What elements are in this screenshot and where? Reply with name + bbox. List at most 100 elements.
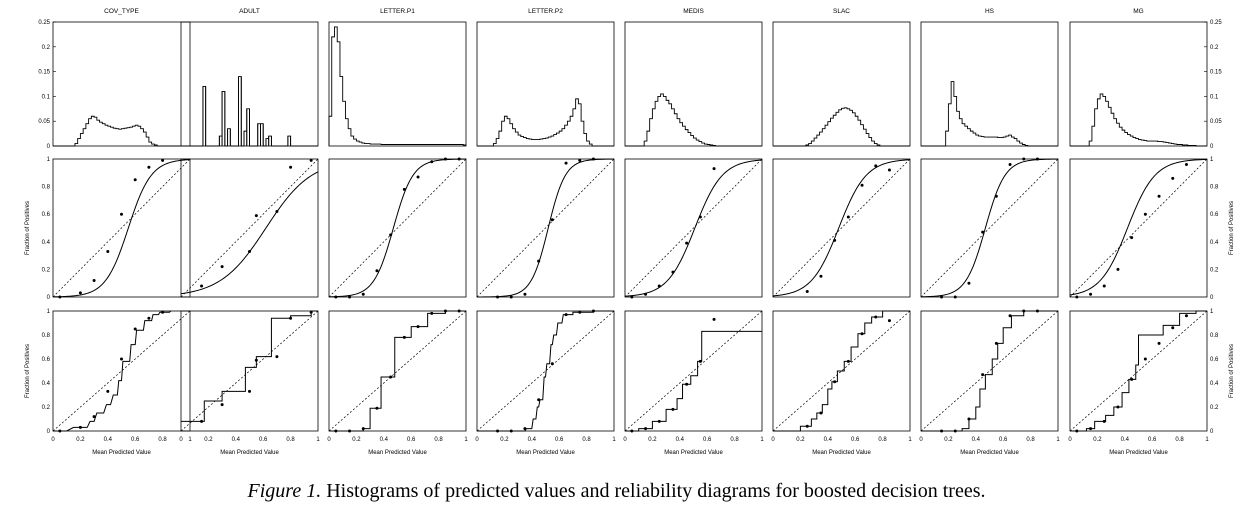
data-point — [1143, 357, 1147, 361]
x-tick-label: 0.6 — [131, 437, 140, 443]
diagonal-line — [624, 310, 763, 432]
data-point — [1143, 212, 1147, 216]
data-point — [940, 295, 944, 299]
data-point — [1089, 292, 1093, 296]
data-point — [200, 284, 204, 288]
data-point — [805, 289, 809, 293]
reliability-sigmoid: 0 0.2 0.4 0.6 0.8 1 Fraction of Positives — [1069, 157, 1233, 301]
x-tick-label: 0.6 — [999, 437, 1008, 443]
y-tick-label: 0.2 — [42, 267, 51, 273]
data-point — [833, 238, 837, 242]
x-tick-label: 0 — [179, 437, 183, 443]
caption-label: Figure 1. — [247, 480, 322, 502]
y-tick-label: 0.25 — [1210, 20, 1222, 26]
data-point — [133, 178, 137, 182]
data-point — [698, 359, 702, 363]
plot-frame — [180, 310, 319, 432]
data-point — [443, 309, 447, 313]
isotonic-curve — [181, 310, 318, 422]
x-tick-label: 0.8 — [1175, 437, 1184, 443]
plot-frame — [476, 21, 615, 147]
x-axis-label: Mean Predicted Value — [1109, 450, 1168, 456]
x-tick-label: 0 — [51, 437, 55, 443]
data-point — [537, 259, 541, 263]
y-tick-label: 0.4 — [42, 240, 51, 246]
y-tick-label: 1 — [1210, 309, 1214, 315]
plot-frame — [920, 310, 1059, 432]
data-point — [981, 230, 985, 234]
data-point — [819, 274, 823, 278]
y-tick-label: 1 — [1210, 157, 1214, 163]
data-point — [496, 295, 500, 299]
data-point — [591, 309, 595, 313]
data-point — [361, 292, 365, 296]
plot-frame — [920, 158, 1059, 298]
x-tick-label: 0.2 — [796, 437, 805, 443]
panel-title: SLAC — [833, 8, 850, 15]
data-point — [712, 167, 716, 171]
x-tick-label: 0.4 — [824, 437, 833, 443]
reliability-sigmoid — [180, 158, 319, 298]
data-point — [375, 406, 379, 410]
y-tick-label: 0.8 — [42, 333, 51, 339]
data-point — [509, 429, 513, 433]
sigmoid-curve — [180, 171, 319, 295]
reliability-isotonic: 0 0.2 0.4 0.6 0.8 1 Mean Predicted Value — [771, 310, 912, 456]
diagonal-line — [180, 158, 319, 298]
caption-text: Histograms of predicted values and relia… — [326, 480, 986, 502]
data-point — [348, 429, 352, 433]
plot-frame — [1069, 158, 1208, 298]
y-tick-label: 0.05 — [38, 119, 50, 125]
y-tick-label: 0.05 — [1210, 119, 1222, 125]
y-tick-label: 0.6 — [42, 212, 51, 218]
data-point — [630, 429, 634, 433]
y-tick-label: 0.1 — [42, 94, 51, 100]
y-tick-label: 0.15 — [1210, 70, 1222, 76]
plot-frame — [624, 21, 763, 147]
data-point — [430, 160, 434, 164]
data-point — [289, 165, 293, 169]
x-tick-label: 0.8 — [1026, 437, 1035, 443]
histogram — [772, 21, 911, 147]
isotonic-curve — [921, 310, 1058, 432]
data-point — [92, 278, 96, 282]
x-tick-label: 0.4 — [380, 437, 389, 443]
data-point — [161, 158, 165, 162]
data-point — [1116, 267, 1120, 271]
y-tick-label: 0.6 — [1210, 212, 1219, 218]
y-tick-label: 0.2 — [1210, 267, 1219, 273]
x-tick-label: 1 — [464, 437, 468, 443]
data-point — [289, 316, 293, 320]
sigmoid-curve — [52, 159, 191, 298]
x-tick-label: 1 — [188, 437, 192, 443]
diagonal-line — [920, 310, 1059, 432]
data-point — [120, 357, 123, 361]
reliability-sigmoid — [920, 157, 1059, 299]
data-point — [860, 332, 864, 336]
y-tick-label: 0 — [47, 144, 51, 150]
panel-hs: HS 0 0.2 0.4 0.6 0.8 1 Mean Predicted Value — [919, 8, 1060, 456]
x-axis-label: Mean Predicted Value — [516, 450, 575, 456]
data-point — [220, 265, 224, 269]
y-axis-label: Fraction of Positives — [25, 201, 31, 255]
panel-cov-type: COV_TYPE 0 0.05 0.1 0.15 0.2 0.25 0 0.2 0.4 0.6 0.8… — [25, 8, 192, 456]
data-point — [416, 175, 420, 179]
data-point — [58, 429, 62, 433]
data-point — [564, 313, 568, 317]
data-point — [1022, 157, 1026, 161]
data-point — [953, 295, 957, 299]
x-tick-label: 0 — [623, 437, 627, 443]
figure-grid: COV_TYPE 0 0.05 0.1 0.15 0.2 0.25 0 0.2 0.4 0.6 0.8… — [25, 8, 1233, 456]
data-point — [887, 168, 891, 172]
data-point — [833, 380, 837, 384]
x-tick-label: 0.8 — [582, 437, 591, 443]
data-point — [1008, 314, 1012, 318]
data-point — [457, 309, 461, 313]
sigmoid-curve — [476, 158, 615, 298]
panel-title: MEDIS — [683, 8, 704, 15]
y-tick-label: 0.1 — [1210, 94, 1219, 100]
y-tick-label: 0.8 — [1210, 185, 1219, 191]
data-point — [106, 389, 110, 393]
histogram-bars — [773, 107, 910, 147]
x-tick-label: 0.4 — [232, 437, 241, 443]
